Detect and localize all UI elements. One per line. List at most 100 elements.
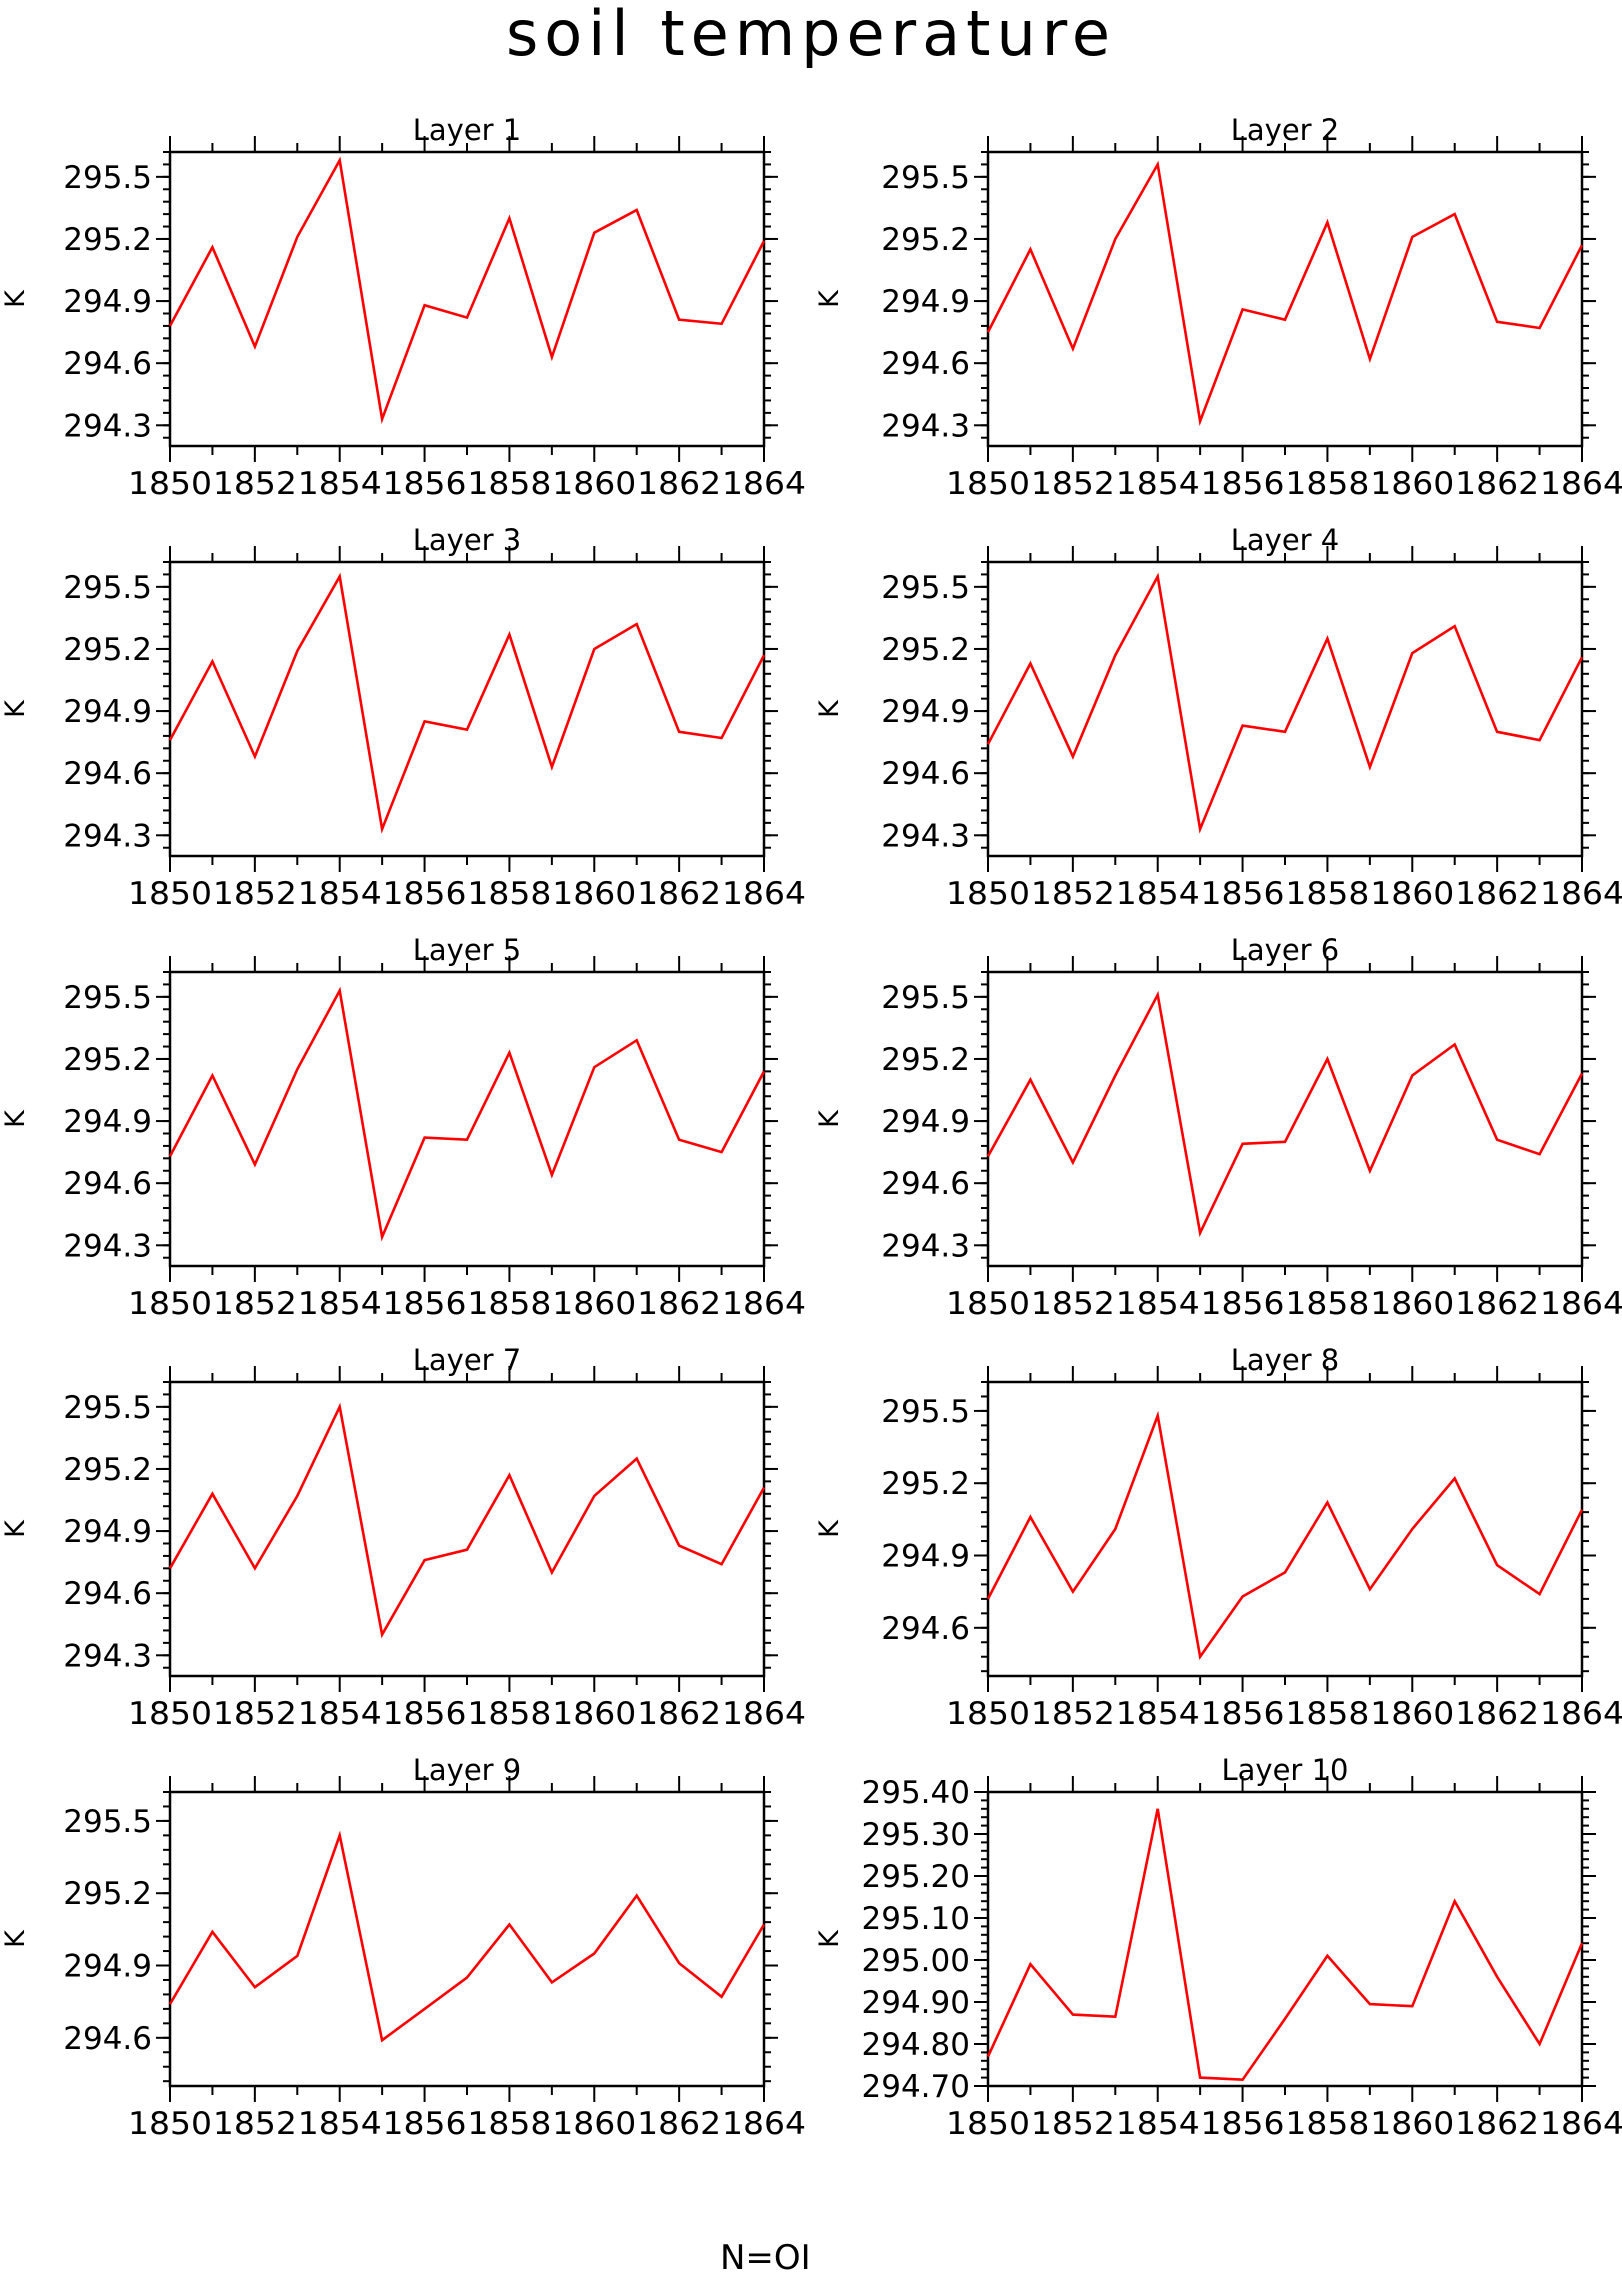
series-line bbox=[986, 990, 1584, 1238]
panel-layer-8: Layer 8 K 294.6 294.9 295.2 295.5 1850 1852 1854… bbox=[814, 1343, 1622, 1732]
plot-frame bbox=[986, 970, 1584, 1268]
y-tick-label: 294.9 bbox=[63, 1104, 152, 1140]
x-tick-label: 1860 bbox=[552, 1696, 636, 1732]
plot-frame bbox=[168, 150, 766, 448]
x-tick-label: 1860 bbox=[552, 466, 636, 502]
y-tick-label: 294.9 bbox=[63, 694, 152, 730]
series-line bbox=[168, 572, 766, 834]
series-line bbox=[986, 572, 1584, 834]
y-tick-label: 294.6 bbox=[63, 756, 152, 792]
plot-frame bbox=[986, 560, 1584, 858]
y-tick-label: 294.6 bbox=[63, 346, 152, 382]
y-tick-label: 294.6 bbox=[881, 756, 970, 792]
x-tick-label: 1856 bbox=[1201, 2106, 1285, 2142]
series-line bbox=[168, 1402, 766, 1639]
plot-frame bbox=[168, 970, 766, 1268]
x-tick-label: 1858 bbox=[1285, 2106, 1369, 2142]
series-line bbox=[168, 1830, 766, 2043]
x-tick-label: 1850 bbox=[946, 1286, 1030, 1322]
y-axis-label: K bbox=[0, 1519, 31, 1538]
x-tick-label: 1856 bbox=[1201, 1286, 1285, 1322]
y-tick-label: 295.2 bbox=[63, 222, 152, 258]
y-tick-label: 295.2 bbox=[63, 1042, 152, 1078]
x-tick-label: 1856 bbox=[1201, 876, 1285, 912]
plot-frame bbox=[168, 560, 766, 858]
x-tick-label: 1854 bbox=[298, 1286, 382, 1322]
y-axis-label: K bbox=[814, 1929, 845, 1948]
series-line bbox=[986, 160, 1584, 427]
x-tick-label: 1850 bbox=[946, 2106, 1030, 2142]
x-tick-label: 1864 bbox=[722, 876, 806, 912]
x-tick-label: 1858 bbox=[467, 466, 551, 502]
series-line bbox=[168, 156, 766, 425]
x-tick-label: 1862 bbox=[1455, 466, 1539, 502]
y-tick-label: 295.30 bbox=[862, 1817, 970, 1853]
x-tick-label: 1864 bbox=[1540, 1286, 1622, 1322]
x-tick-label: 1854 bbox=[298, 466, 382, 502]
x-tick-label: 1852 bbox=[213, 2106, 297, 2142]
x-tick-label: 1850 bbox=[128, 2106, 212, 2142]
y-tick-label: 295.2 bbox=[63, 1452, 152, 1488]
plot-frame bbox=[986, 1790, 1584, 2088]
x-tick-label: 1862 bbox=[637, 1286, 721, 1322]
x-tick-label: 1854 bbox=[1116, 876, 1200, 912]
y-tick-label: 294.3 bbox=[63, 1638, 152, 1674]
y-tick-label: 295.5 bbox=[63, 1390, 152, 1426]
x-tick-label: 1854 bbox=[298, 2106, 382, 2142]
y-tick-label: 295.10 bbox=[862, 1901, 970, 1937]
x-tick-label: 1860 bbox=[552, 876, 636, 912]
panel-title: Layer 8 bbox=[1231, 1343, 1340, 1377]
plot-frame bbox=[986, 1380, 1584, 1678]
y-axis-label: K bbox=[814, 1109, 845, 1128]
y-tick-label: 295.2 bbox=[881, 1466, 970, 1502]
footer-label: N=OI bbox=[720, 2238, 811, 2278]
y-axis-label: K bbox=[814, 1519, 845, 1538]
y-tick-label: 295.2 bbox=[881, 1042, 970, 1078]
x-tick-label: 1864 bbox=[1540, 1696, 1622, 1732]
x-tick-label: 1862 bbox=[1455, 876, 1539, 912]
x-tick-label: 1856 bbox=[383, 2106, 467, 2142]
y-axis-label: K bbox=[814, 699, 845, 718]
panel-title: Layer 3 bbox=[413, 523, 522, 557]
x-tick-label: 1852 bbox=[1031, 2106, 1115, 2142]
x-tick-label: 1862 bbox=[637, 1696, 721, 1732]
x-tick-label: 1850 bbox=[128, 1696, 212, 1732]
y-tick-label: 294.3 bbox=[63, 818, 152, 854]
y-tick-label: 295.40 bbox=[862, 1775, 970, 1811]
x-tick-label: 1854 bbox=[1116, 1286, 1200, 1322]
x-tick-label: 1860 bbox=[552, 1286, 636, 1322]
x-tick-label: 1856 bbox=[383, 876, 467, 912]
x-tick-label: 1856 bbox=[383, 466, 467, 502]
panel-title: Layer 10 bbox=[1222, 1753, 1349, 1787]
y-tick-label: 295.2 bbox=[63, 632, 152, 668]
y-tick-label: 295.5 bbox=[63, 980, 152, 1016]
x-tick-label: 1852 bbox=[213, 1696, 297, 1732]
y-tick-label: 295.5 bbox=[63, 570, 152, 606]
y-tick-label: 294.80 bbox=[862, 2027, 970, 2063]
x-tick-label: 1850 bbox=[946, 466, 1030, 502]
x-tick-label: 1862 bbox=[637, 2106, 721, 2142]
y-tick-label: 294.9 bbox=[881, 284, 970, 320]
x-tick-label: 1862 bbox=[1455, 1696, 1539, 1732]
x-tick-label: 1856 bbox=[1201, 466, 1285, 502]
x-tick-label: 1860 bbox=[552, 2106, 636, 2142]
x-tick-label: 1858 bbox=[467, 876, 551, 912]
y-tick-label: 294.3 bbox=[881, 1228, 970, 1264]
plot-frame bbox=[986, 150, 1584, 448]
y-tick-label: 294.6 bbox=[63, 1166, 152, 1202]
y-tick-label: 294.9 bbox=[881, 694, 970, 730]
panel-title: Layer 1 bbox=[413, 113, 522, 147]
y-tick-label: 294.9 bbox=[63, 1514, 152, 1550]
x-tick-label: 1852 bbox=[1031, 466, 1115, 502]
panel-title: Layer 2 bbox=[1231, 113, 1340, 147]
panel-layer-10: Layer 10 K 294.70 294.80 294.90 295.00 295.10 2… bbox=[814, 1753, 1622, 2142]
y-axis-label: K bbox=[0, 1929, 31, 1948]
panel-title: Layer 9 bbox=[413, 1753, 522, 1787]
x-tick-label: 1858 bbox=[467, 1286, 551, 1322]
